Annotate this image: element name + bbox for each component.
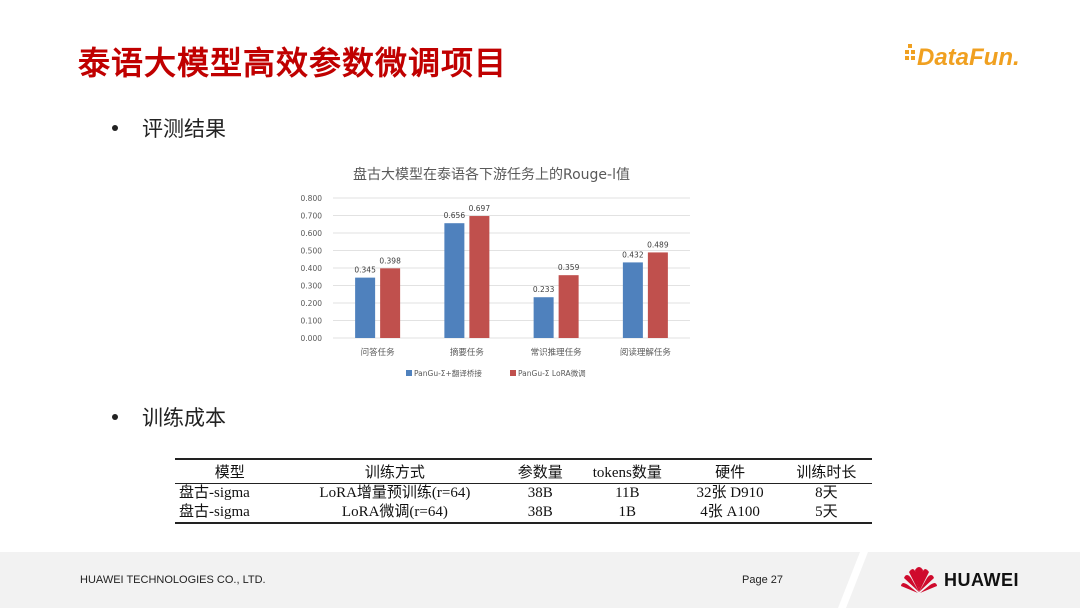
cell-tokens: 1B	[575, 503, 680, 524]
slide-title: 泰语大模型高效参数微调项目	[78, 44, 508, 82]
data-label: 0.398	[379, 256, 401, 265]
header-params: 参数量	[505, 458, 576, 484]
bullet-eval: 评测结果	[112, 113, 226, 143]
legend-swatch	[406, 370, 412, 376]
bar	[647, 252, 668, 338]
y-tick-label: 0.600	[301, 229, 323, 238]
header-method: 训练方式	[284, 458, 506, 484]
legend-label: PanGu-Σ LoRA微调	[518, 368, 586, 378]
cell-model: 盘古-sigma	[179, 485, 250, 501]
bullet-eval-text: 评测结果	[142, 117, 226, 141]
datafun-logo: DataFun.	[905, 44, 1020, 71]
bar	[469, 216, 490, 338]
data-label: 0.697	[469, 204, 491, 213]
bullet-dot	[112, 414, 118, 420]
legend-label: PanGu-Σ+翻译桥接	[414, 368, 482, 378]
data-label: 0.359	[558, 263, 580, 272]
cell-model: 盘古-sigma	[175, 503, 285, 524]
footer: HUAWEI TECHNOLOGIES CO., LTD. Page 27 HU…	[0, 552, 1080, 608]
bar	[622, 262, 643, 338]
x-tick-label: 常识推理任务	[531, 347, 583, 358]
data-label: 0.345	[354, 266, 376, 275]
bar	[558, 275, 579, 338]
x-tick-label: 问答任务	[361, 347, 396, 358]
y-tick-label: 0.700	[301, 212, 323, 221]
cell-params: 38B	[505, 503, 576, 524]
y-tick-label: 0.800	[301, 194, 323, 203]
cell-params: 38B	[527, 485, 553, 501]
data-label: 0.489	[647, 240, 669, 249]
cell-hardware: 4张 A100	[679, 503, 781, 524]
y-tick-label: 0.400	[301, 264, 323, 273]
rouge-bar-chart: 盘古大模型在泰语各下游任务上的Rouge-l值 0.000 0.100 0.200 0.…	[301, 166, 690, 378]
data-label: 0.432	[622, 250, 644, 259]
y-tick-label: 0.300	[301, 282, 323, 291]
footer-company: HUAWEI TECHNOLOGIES CO., LTD.	[80, 574, 266, 586]
data-label: 0.233	[533, 285, 555, 294]
huawei-wordmark: HUAWEI	[944, 569, 1019, 590]
cell-method: LoRA增量预训练(r=64)	[319, 485, 471, 501]
x-tick-label: 摘要任务	[450, 347, 485, 358]
huawei-logo: HUAWEI	[900, 566, 1019, 594]
header-tokens: tokens数量	[575, 458, 680, 484]
data-label: 0.656	[444, 211, 466, 220]
y-tick-label: 0.500	[301, 247, 323, 256]
logo-text: DataFun.	[917, 44, 1020, 71]
bullet-cost: 训练成本	[112, 402, 226, 432]
bullet-dot	[112, 125, 118, 131]
cell-duration: 8天	[815, 485, 838, 501]
chart-title: 盘古大模型在泰语各下游任务上的Rouge-l值	[353, 166, 630, 183]
x-tick-label: 阅读理解任务	[620, 347, 672, 358]
page-number: Page 27	[742, 574, 783, 586]
y-tick-label: 0.200	[301, 299, 323, 308]
header-hardware: 硬件	[679, 458, 781, 484]
bar	[355, 277, 376, 338]
training-cost-table: 模型 训练方式 参数量 tokens数量 硬件 训练时长 盘古-sigma Lo…	[175, 458, 872, 524]
table-header-row: 模型 训练方式 参数量 tokens数量 硬件 训练时长	[175, 458, 872, 484]
cell-tokens: 11B	[615, 485, 640, 501]
bar	[533, 297, 554, 338]
y-tick-label: 0.000	[301, 334, 323, 343]
cell-duration: 5天	[780, 503, 872, 524]
cell-method: LoRA微调(r=64)	[284, 503, 506, 524]
header-duration: 训练时长	[780, 458, 872, 484]
y-tick-label: 0.100	[301, 317, 323, 326]
table-row: 盘古-sigma LoRA微调(r=64) 38B 1B 4张 A100 5天	[175, 503, 872, 524]
bullet-cost-text: 训练成本	[142, 406, 226, 430]
legend-swatch	[510, 370, 516, 376]
bar	[444, 223, 465, 338]
huawei-flower-icon	[901, 567, 937, 593]
header-model: 模型	[175, 458, 285, 484]
table-row: 盘古-sigma LoRA增量预训练(r=64) 38B 11B 32张 D91…	[175, 484, 872, 504]
bar	[380, 268, 401, 338]
cell-hardware: 32张 D910	[696, 485, 764, 501]
footer-divider	[838, 552, 868, 608]
